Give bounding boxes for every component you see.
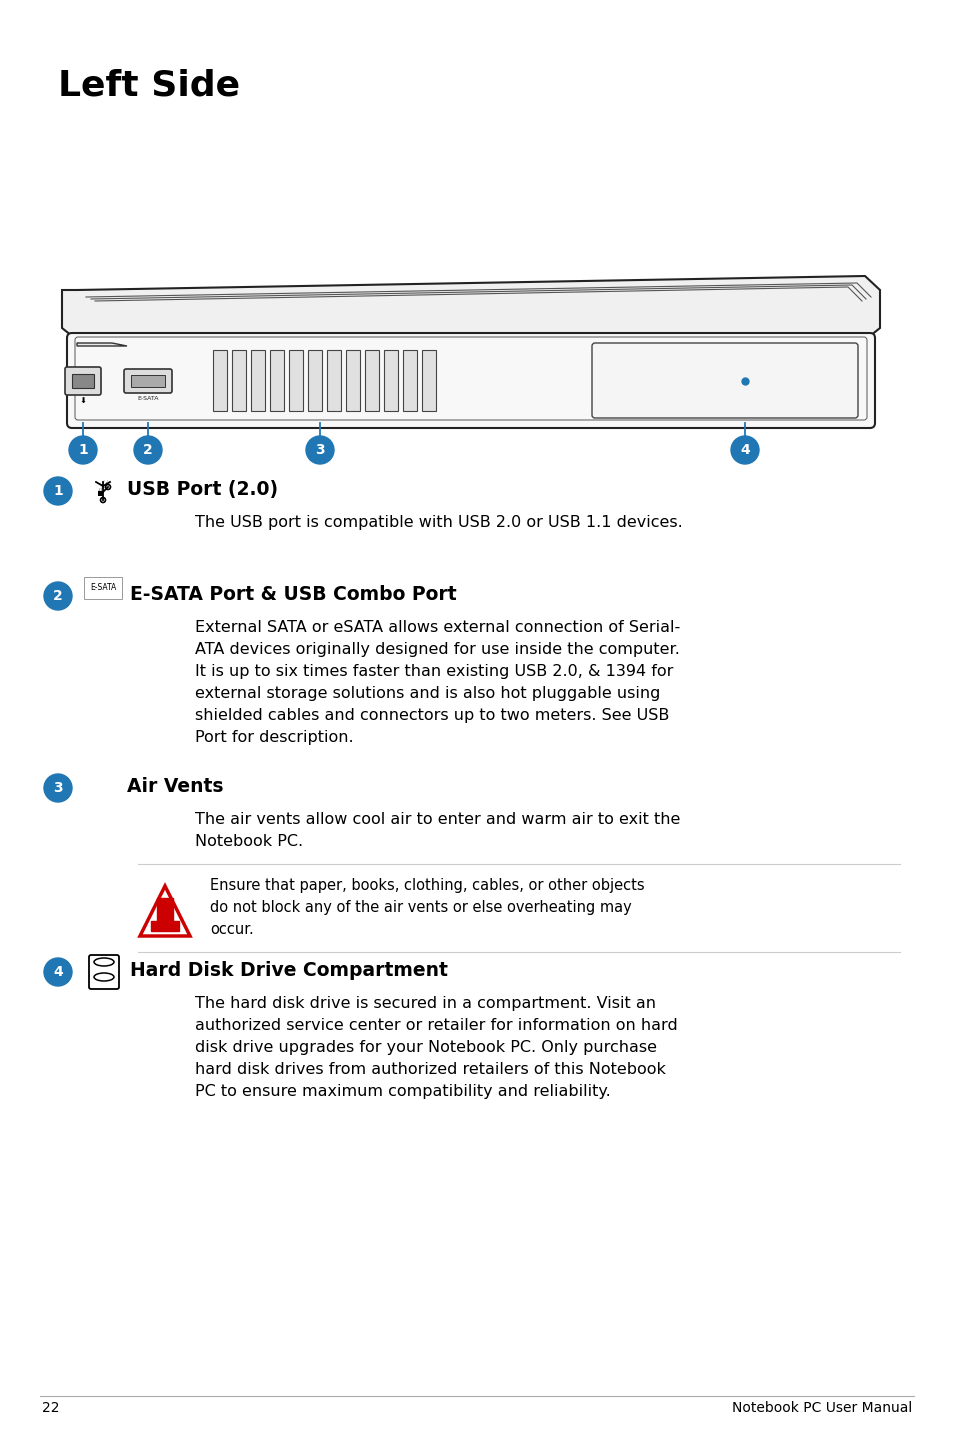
Bar [327, 349, 340, 411]
Bar [98, 490, 103, 496]
Text: occur.: occur. [210, 922, 253, 938]
Text: E-SATA: E-SATA [137, 397, 158, 401]
Text: hard disk drives from authorized retailers of this Notebook: hard disk drives from authorized retaile… [194, 1063, 665, 1077]
Text: ATA devices originally designed for use inside the computer.: ATA devices originally designed for use … [194, 641, 679, 657]
Bar [402, 349, 416, 411]
FancyBboxPatch shape [65, 367, 101, 395]
Polygon shape [77, 344, 127, 347]
Bar [232, 349, 246, 411]
Text: The air vents allow cool air to enter and warm air to exit the: The air vents allow cool air to enter an… [194, 812, 679, 827]
Bar [71, 374, 94, 388]
Text: 22: 22 [42, 1401, 59, 1415]
Text: 1: 1 [78, 443, 88, 457]
Text: 3: 3 [314, 443, 324, 457]
Text: Ensure that paper, books, clothing, cables, or other objects: Ensure that paper, books, clothing, cabl… [210, 879, 644, 893]
Text: shielded cables and connectors up to two meters. See USB: shielded cables and connectors up to two… [194, 707, 669, 723]
Bar [384, 349, 397, 411]
Text: The hard disk drive is secured in a compartment. Visit an: The hard disk drive is secured in a comp… [194, 997, 656, 1011]
Bar [308, 349, 322, 411]
Circle shape [730, 436, 759, 464]
Circle shape [44, 958, 71, 986]
Circle shape [133, 436, 162, 464]
FancyBboxPatch shape [124, 370, 172, 393]
Polygon shape [140, 886, 190, 936]
FancyBboxPatch shape [67, 334, 874, 429]
Polygon shape [62, 276, 879, 339]
Bar [270, 349, 284, 411]
Text: 4: 4 [53, 965, 63, 979]
Text: authorized service center or retailer for information on hard: authorized service center or retailer fo… [194, 1018, 677, 1032]
Text: 4: 4 [740, 443, 749, 457]
Text: do not block any of the air vents or else overheating may: do not block any of the air vents or els… [210, 900, 631, 915]
Text: Notebook PC User Manual: Notebook PC User Manual [731, 1401, 911, 1415]
Text: external storage solutions and is also hot pluggable using: external storage solutions and is also h… [194, 686, 659, 700]
Text: 3: 3 [53, 781, 63, 795]
Text: USB Port (2.0): USB Port (2.0) [127, 479, 278, 499]
Text: E-SATA Port & USB Combo Port: E-SATA Port & USB Combo Port [130, 584, 456, 604]
Text: PC to ensure maximum compatibility and reliability.: PC to ensure maximum compatibility and r… [194, 1084, 610, 1099]
Bar [251, 349, 265, 411]
Text: ☄: ☄ [97, 483, 109, 496]
Bar [131, 375, 165, 387]
Text: Port for description.: Port for description. [194, 731, 354, 745]
Circle shape [306, 436, 334, 464]
Text: 2: 2 [53, 590, 63, 603]
Bar [346, 349, 359, 411]
Bar [365, 349, 378, 411]
Text: The USB port is compatible with USB 2.0 or USB 1.1 devices.: The USB port is compatible with USB 2.0 … [194, 515, 682, 531]
FancyBboxPatch shape [592, 344, 857, 418]
Bar [213, 349, 227, 411]
Text: It is up to six times faster than existing USB 2.0, & 1394 for: It is up to six times faster than existi… [194, 664, 673, 679]
Text: E-SATA: E-SATA [90, 584, 116, 592]
Circle shape [44, 774, 71, 802]
Bar [421, 349, 436, 411]
Bar [289, 349, 303, 411]
Polygon shape [151, 897, 179, 930]
Text: Notebook PC.: Notebook PC. [194, 834, 303, 848]
Circle shape [44, 477, 71, 505]
Text: 2: 2 [143, 443, 152, 457]
Circle shape [44, 582, 71, 610]
Text: External SATA or eSATA allows external connection of Serial-: External SATA or eSATA allows external c… [194, 620, 679, 636]
Text: disk drive upgrades for your Notebook PC. Only purchase: disk drive upgrades for your Notebook PC… [194, 1040, 657, 1055]
Text: Air Vents: Air Vents [127, 777, 223, 795]
Text: 1: 1 [53, 485, 63, 498]
Text: Hard Disk Drive Compartment: Hard Disk Drive Compartment [130, 961, 447, 979]
Circle shape [69, 436, 97, 464]
FancyBboxPatch shape [89, 955, 119, 989]
Text: Left Side: Left Side [58, 68, 240, 102]
Text: ⬇: ⬇ [79, 397, 87, 406]
